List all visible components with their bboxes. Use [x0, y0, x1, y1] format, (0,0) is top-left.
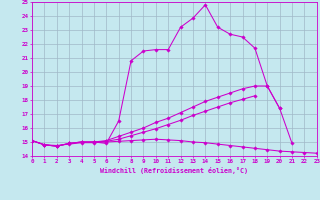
X-axis label: Windchill (Refroidissement éolien,°C): Windchill (Refroidissement éolien,°C)	[100, 167, 248, 174]
